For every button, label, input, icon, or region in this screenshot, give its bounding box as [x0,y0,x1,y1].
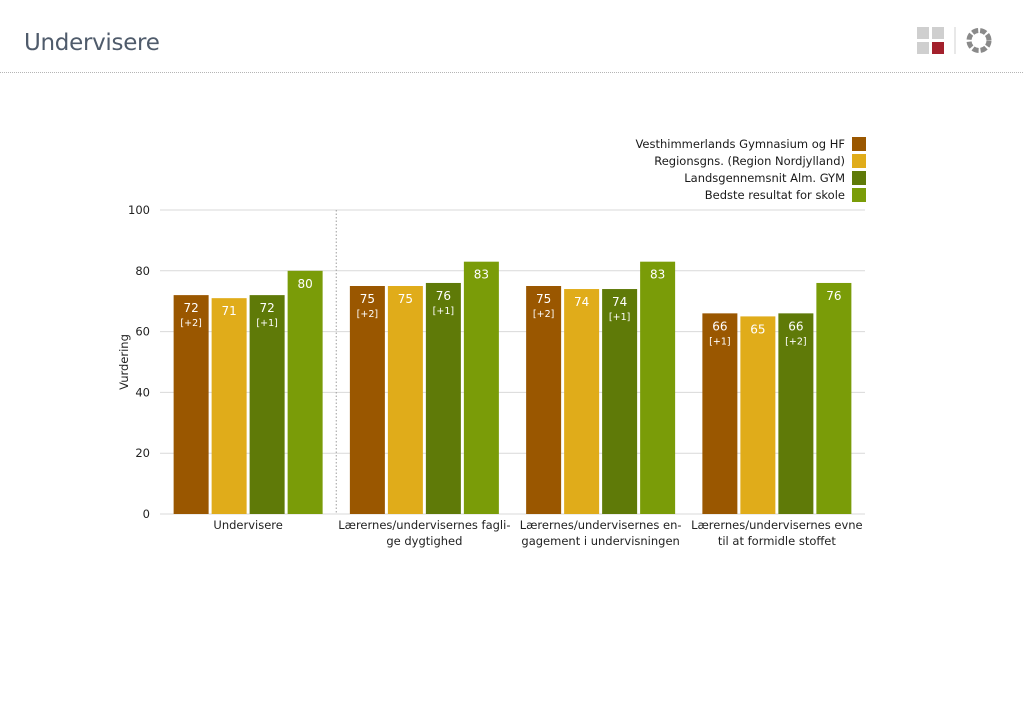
y-tick-label: 100 [128,203,150,217]
legend-label: Regionsgns. (Region Nordjylland) [654,153,845,168]
legend-label: Bedste resultat for skole [704,187,845,202]
data-label: 74 [612,295,627,309]
data-note: [+1] [433,306,454,317]
legend-swatch [852,136,866,151]
bar [778,313,814,514]
data-label: 65 [750,322,765,336]
data-label: 83 [650,268,665,282]
legend-item: Bedste resultat for skole [635,186,866,203]
data-note: [+2] [785,336,806,347]
data-label: 75 [398,292,413,306]
data-label: 72 [259,301,274,315]
data-label: 71 [221,304,236,318]
page-title: Undervisere [24,30,160,56]
x-tick-label: Lærernes/undervisernes evne [691,518,863,532]
data-note: [+1] [709,336,730,347]
chart-legend: Vesthimmerlands Gymnasium og HF Regionsg… [635,135,866,203]
data-label: 83 [474,268,489,282]
bar [211,298,247,514]
x-tick-label: Lærernes/undervisernes fagli- [338,518,510,532]
bar [526,286,562,514]
data-label: 80 [297,277,312,291]
legend-swatch [852,153,866,168]
data-label: 66 [712,319,727,333]
data-label: 72 [183,301,198,315]
legend-swatch [852,187,866,202]
bar [740,316,776,514]
bar [287,270,323,514]
data-label: 75 [536,292,551,306]
y-tick-label: 60 [135,325,150,339]
data-note: [+2] [533,309,554,320]
bar [249,295,285,514]
data-note: [+1] [256,318,277,329]
brand-logo [917,27,992,54]
bar [602,289,638,514]
legend-label: Vesthimmerlands Gymnasium og HF [635,136,845,151]
y-tick-label: 20 [135,446,150,460]
bar [702,313,738,514]
data-note: [+1] [609,312,630,323]
x-tick-label: ge dygtighed [386,534,462,548]
legend-label: Landsgennemsnit Alm. GYM [684,170,845,185]
bar [425,282,461,514]
bar [173,295,209,514]
legend-item: Vesthimmerlands Gymnasium og HF [635,135,866,152]
x-tick-label: til at formidle stoffet [718,534,837,548]
legend-item: Regionsgns. (Region Nordjylland) [635,152,866,169]
data-note: [+2] [180,318,201,329]
bar [349,286,385,514]
x-tick-label: Undervisere [213,518,282,532]
x-tick-label: Lærernes/undervisernes en- [520,518,682,532]
x-tick-label: gagement i undervisningen [521,534,679,548]
bar [387,286,423,514]
data-label: 76 [436,289,451,303]
y-axis-label: Vurdering [117,334,131,390]
bar [816,282,852,514]
data-label: 66 [788,319,803,333]
data-label: 74 [574,295,589,309]
data-label: 75 [360,292,375,306]
title-divider [0,72,1023,73]
data-note: [+2] [357,309,378,320]
y-tick-label: 40 [135,385,150,399]
bar [564,289,600,514]
data-label: 76 [826,289,841,303]
legend-item: Landsgennemsnit Alm. GYM [635,169,866,186]
legend-swatch [852,170,866,185]
bar [640,261,676,514]
y-tick-label: 80 [135,264,150,278]
bar [463,261,499,514]
y-tick-label: 0 [143,507,150,521]
